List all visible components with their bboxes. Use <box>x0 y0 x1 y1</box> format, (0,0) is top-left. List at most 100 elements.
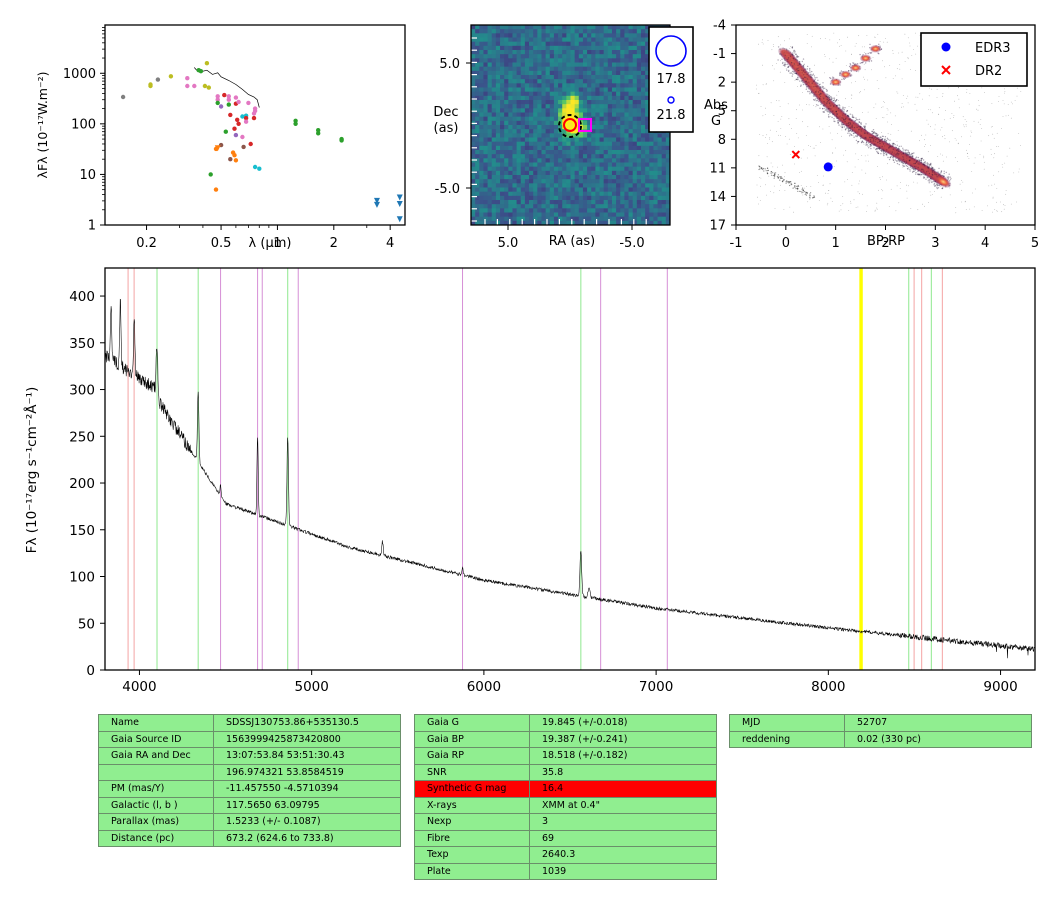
image-pixel <box>649 179 654 184</box>
image-pixel <box>521 33 526 38</box>
image-pixel <box>471 200 476 205</box>
sed-point <box>227 98 231 102</box>
image-pixel <box>500 92 505 97</box>
image-pixel <box>587 163 592 168</box>
image-pixel <box>512 179 517 184</box>
image-pixel <box>579 200 584 205</box>
image-pixel <box>562 67 567 72</box>
image-pixel <box>537 96 542 101</box>
image-pixel <box>500 183 505 188</box>
image-pixel <box>587 71 592 76</box>
hrd-star <box>895 76 896 77</box>
hrd-star <box>815 79 816 80</box>
image-pixel <box>554 33 559 38</box>
image-pixel <box>583 192 588 197</box>
image-pixel <box>591 200 596 205</box>
hrd-star <box>865 156 866 157</box>
image-pixel <box>575 83 580 88</box>
hrd-star <box>855 167 856 168</box>
hrd-star <box>934 171 935 172</box>
image-pixel <box>500 150 505 155</box>
hrd-star <box>814 65 815 66</box>
image-pixel <box>658 213 663 218</box>
image-pixel <box>525 217 530 222</box>
image-pixel <box>583 121 588 126</box>
image-pixel <box>541 25 546 30</box>
image-pixel <box>662 204 667 209</box>
hrd-star <box>832 98 833 99</box>
hrd-star <box>944 119 945 120</box>
image-pixel <box>600 138 605 143</box>
image-pixel <box>508 75 513 80</box>
hrd-star <box>890 113 891 114</box>
image-pixel <box>508 183 513 188</box>
image-pixel <box>496 54 501 59</box>
image-pixel <box>579 46 584 51</box>
hrd-star <box>980 154 981 155</box>
hrd-star <box>772 141 773 142</box>
image-pixel <box>612 29 617 34</box>
image-pixel <box>579 179 584 184</box>
hrd-star <box>800 86 801 87</box>
image-pixel <box>525 33 530 38</box>
image-pixel <box>541 171 546 176</box>
image-pixel <box>595 100 600 105</box>
hrd-star <box>889 206 890 207</box>
image-pixel <box>479 29 484 34</box>
hrd-star <box>816 77 817 78</box>
hrd-star <box>818 182 819 183</box>
image-pixel <box>620 75 625 80</box>
hrd-star <box>928 180 929 181</box>
hrd-star <box>1011 204 1012 205</box>
hrd-star <box>888 133 889 134</box>
image-pixel <box>600 125 605 130</box>
hrd-star <box>836 111 837 112</box>
hrd-star <box>789 48 790 49</box>
hrd-star <box>961 136 962 137</box>
image-pixel <box>571 150 576 155</box>
image-pixel <box>600 163 605 168</box>
hrd-star <box>1002 167 1003 168</box>
image-pixel <box>492 25 497 30</box>
image-pixel <box>508 46 513 51</box>
hrd-star <box>966 121 967 122</box>
image-pixel <box>579 63 584 68</box>
image-pixel <box>591 154 596 159</box>
image-pixel <box>653 158 658 163</box>
image-pixel <box>566 100 571 105</box>
image-pixel <box>600 100 605 105</box>
hrd-star <box>921 158 922 159</box>
image-pixel <box>517 200 522 205</box>
image-pixel <box>521 29 526 34</box>
image-pixel <box>620 175 625 180</box>
image-pixel <box>521 183 526 188</box>
image-pixel <box>558 154 563 159</box>
image-pixel <box>558 75 563 80</box>
hrd-star <box>993 157 994 158</box>
image-pixel <box>554 171 559 176</box>
image-pixel <box>500 171 505 176</box>
image-pixel <box>541 104 546 109</box>
image-pixel <box>604 150 609 155</box>
hrd-star <box>912 156 913 157</box>
image-pixel <box>566 150 571 155</box>
image-pixel <box>604 29 609 34</box>
image-pixel <box>488 217 493 222</box>
image-pixel <box>595 179 600 184</box>
hrd-star <box>949 174 950 175</box>
hrd-star <box>925 161 926 162</box>
hrd-star <box>887 157 888 158</box>
image-pixel <box>496 46 501 51</box>
hrd-star <box>843 109 844 110</box>
hrd-star <box>856 127 857 128</box>
image-pixel <box>550 38 555 43</box>
hrd-star <box>845 51 846 52</box>
image-pixel <box>475 67 480 72</box>
image-pixel <box>662 213 667 218</box>
image-pixel <box>583 113 588 118</box>
hrd-star <box>930 126 931 127</box>
image-pixel <box>554 200 559 205</box>
image-pixel <box>479 163 484 168</box>
image-pixel <box>562 158 567 163</box>
hrd-star <box>859 193 860 194</box>
